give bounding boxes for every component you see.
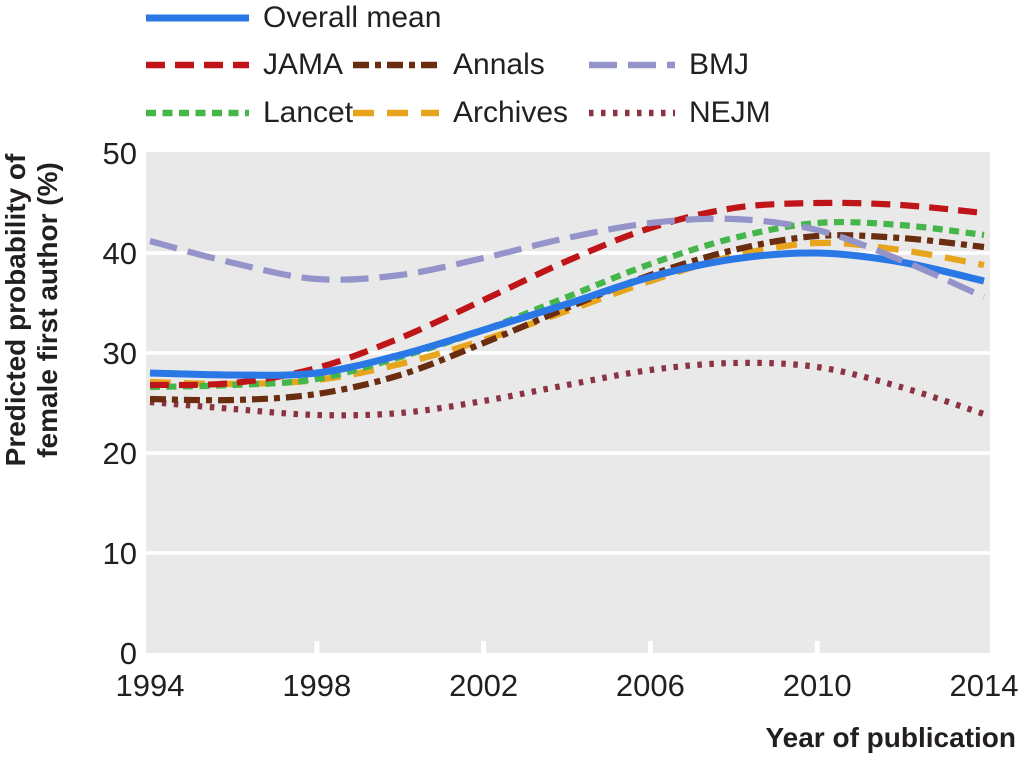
legend-swatch-archives-line-icon (353, 109, 439, 117)
legend-label-nejm: NEJM (689, 96, 771, 129)
legend-item-lancet: Lancet (145, 95, 353, 131)
tick-notch-2006 (647, 641, 653, 654)
y-tick-label-20: 20 (103, 436, 137, 471)
y-tick-label-0: 0 (120, 636, 137, 671)
tick-notch-2002 (481, 641, 487, 654)
series-line-nejm (149, 359, 985, 419)
legend-swatch-overall-mean-line-icon (146, 14, 249, 22)
legend-item-annals: Annals (352, 47, 545, 83)
legend-item-jama: JAMA (145, 47, 343, 83)
tick-notch-1998 (314, 641, 320, 654)
legend-swatch-nejm-line-icon (589, 109, 675, 117)
x-tick-label-2014: 2014 (950, 668, 1019, 703)
legend-label-archives: Archives (453, 96, 569, 129)
y-tick-label-50: 50 (103, 136, 137, 171)
legend-item-archives: Archives (352, 95, 568, 131)
legend-item-bmj: BMJ (588, 47, 749, 83)
legend-swatch-bmj-line-icon (589, 61, 675, 69)
series-line-overall-mean (149, 249, 985, 379)
x-tick-label-2010: 2010 (783, 668, 852, 703)
x-tick-label-2002: 2002 (449, 668, 518, 703)
legend-item-overall-mean: Overall mean (145, 0, 441, 36)
legend-label-bmj: BMJ (689, 48, 749, 81)
y-tick-label-10: 10 (103, 536, 137, 571)
series-line-lancet (149, 218, 985, 391)
x-axis-title: Year of publication (765, 722, 1016, 753)
legend-label-annals: Annals (453, 48, 545, 81)
y-axis-title-line-2: female first author (%) (32, 162, 63, 458)
legend-swatch-jama-line-icon (146, 61, 249, 69)
legend-swatch-lancet-line-icon (146, 109, 249, 117)
y-axis-title-line-1: Predicted probability of (0, 153, 31, 467)
tick-notch-2010 (814, 641, 820, 654)
legend-label-jama: JAMA (263, 48, 344, 81)
series-line-jama (149, 199, 985, 389)
x-tick-label-1994: 1994 (116, 668, 185, 703)
y-axis-title: Predicted probability of female first au… (0, 100, 64, 520)
plot-panel (146, 152, 990, 653)
y-tick-label-30: 30 (103, 336, 137, 371)
legend-swatch-annals-line-icon (353, 61, 439, 69)
legend-label-lancet: Lancet (263, 96, 354, 129)
x-tick-label-2006: 2006 (616, 668, 685, 703)
x-tick-label-1998: 1998 (282, 668, 351, 703)
chart-legend: Overall mean JAMA Annals BMJ Lancet Archives N… (0, 0, 1024, 140)
legend-label-overall-mean: Overall mean (263, 1, 442, 34)
series-line-bmj (149, 215, 986, 300)
legend-item-nejm: NEJM (588, 95, 771, 131)
y-tick-label-40: 40 (103, 236, 137, 271)
